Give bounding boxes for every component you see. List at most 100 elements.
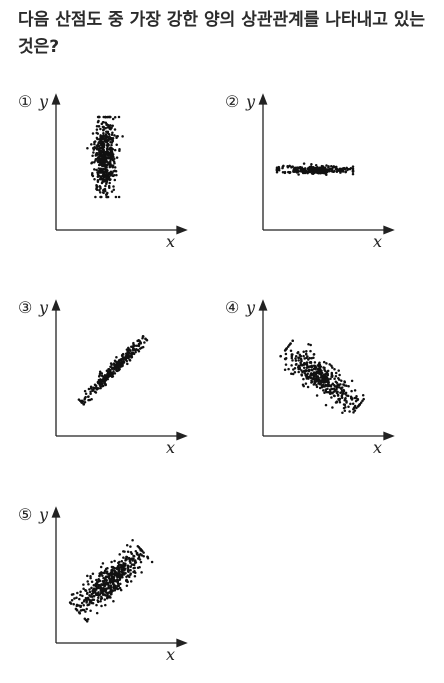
- scatter-dot: [87, 387, 91, 391]
- scatter-dot: [89, 392, 92, 396]
- scatter-dot: [297, 359, 300, 362]
- scatter-dot: [294, 359, 298, 362]
- scatter-dot: [341, 168, 344, 171]
- scatter-dot: [90, 586, 93, 590]
- scatter-dot: [343, 409, 347, 413]
- scatter-dot: [95, 128, 99, 131]
- scatter-dot: [115, 136, 118, 140]
- scatter-dot: [105, 591, 108, 594]
- scatter-dot: [109, 115, 112, 119]
- scatter-dot: [118, 586, 122, 590]
- x-axis-label: x: [166, 438, 176, 457]
- scatter-dot: [343, 380, 346, 383]
- scatter-dot: [299, 354, 303, 358]
- scatter-dot: [92, 594, 96, 598]
- scatter-dot: [82, 403, 86, 406]
- scatter-dot: [100, 378, 103, 382]
- scatter-dot: [290, 356, 294, 360]
- scatter-dot: [105, 192, 109, 196]
- scatter-dot: [96, 145, 99, 148]
- scatter-dot: [103, 571, 106, 575]
- scatter-dot: [103, 593, 106, 596]
- scatter-dot: [87, 398, 90, 402]
- scatter-dot: [107, 162, 110, 166]
- scatter-dot: [134, 347, 138, 351]
- scatter-dot: [131, 539, 134, 542]
- scatter-dot: [114, 570, 117, 573]
- y-axis-label: y: [39, 505, 49, 524]
- scatter-dot: [80, 601, 84, 605]
- option-3-plot[interactable]: ③ y x: [18, 298, 193, 458]
- scatter-dot: [103, 584, 107, 588]
- scatter-dot: [351, 165, 355, 168]
- scatter-dot: [89, 390, 92, 394]
- scatter-dot: [109, 592, 112, 595]
- scatter-dot: [84, 589, 87, 592]
- scatter-dot: [104, 378, 108, 382]
- scatter-dot: [310, 380, 314, 384]
- option-5-plot[interactable]: ⑤ y x: [18, 505, 193, 665]
- scatter-dot: [309, 166, 312, 169]
- scatter-dot: [127, 355, 130, 358]
- scatter-dot: [92, 146, 95, 150]
- scatter-dot: [306, 167, 310, 170]
- scatter-dot: [121, 135, 124, 138]
- scatter-dot: [77, 604, 81, 607]
- scatter-dot: [309, 343, 312, 347]
- scatter-dot: [118, 367, 121, 371]
- scatter-dot: [110, 133, 114, 136]
- option-4-plot[interactable]: ④ y x: [225, 298, 400, 458]
- axes: [51, 506, 188, 648]
- scatter-dot: [95, 148, 99, 151]
- x-axis-label: x: [373, 232, 383, 251]
- scatter-dot: [325, 362, 328, 365]
- scatter-dot: [106, 594, 109, 598]
- scatter-dot: [79, 609, 83, 612]
- scatter-dot: [138, 565, 141, 569]
- scatter-dot: [281, 171, 285, 174]
- scatter-dot: [91, 174, 95, 178]
- axes: [51, 93, 188, 235]
- scatter-dot: [284, 352, 288, 356]
- scatter-dot: [325, 390, 329, 394]
- scatter-dot: [302, 162, 306, 165]
- scatter-dot: [317, 380, 320, 383]
- scatter-dot: [334, 401, 338, 404]
- scatter-dot: [118, 572, 122, 576]
- scatter-dot: [69, 602, 73, 605]
- scatter-dot: [296, 170, 299, 173]
- scatter-dot: [340, 379, 343, 382]
- scatter-dot: [109, 571, 113, 574]
- scatter-dot: [342, 403, 346, 406]
- scatter-dot: [140, 571, 143, 574]
- scatter-dot: [325, 168, 328, 172]
- scatter-dot: [121, 357, 124, 361]
- scatter-dot: [107, 585, 110, 588]
- scatter-dot: [145, 339, 149, 342]
- scatter-dot: [132, 352, 136, 356]
- scatter-dot: [100, 382, 103, 386]
- scatter-dot: [286, 164, 289, 168]
- scatter-dot: [337, 168, 340, 172]
- scatter-dot: [334, 375, 338, 378]
- option-2-plot[interactable]: ② y x: [225, 92, 400, 252]
- scatter-dot: [113, 148, 117, 152]
- scatter-dot: [309, 374, 313, 377]
- scatter-dot: [121, 571, 124, 574]
- scatter-dot: [351, 402, 355, 405]
- scatter-dot: [102, 173, 105, 176]
- scatter-dot: [348, 410, 351, 413]
- scatter-dot: [95, 136, 99, 140]
- scatter-dot: [284, 363, 288, 366]
- scatter-dot: [106, 136, 110, 139]
- scatter-dot: [125, 544, 129, 547]
- scatter-dot: [313, 379, 317, 383]
- scatter-dot: [334, 371, 338, 375]
- scatter-dot: [94, 153, 98, 156]
- scatter-dot: [337, 377, 340, 380]
- scatter-dot: [285, 347, 288, 350]
- scatter-dot: [96, 143, 100, 146]
- option-1-plot[interactable]: ① y x: [18, 92, 193, 252]
- scatter-dot: [308, 356, 311, 360]
- scatter-dot: [281, 165, 285, 168]
